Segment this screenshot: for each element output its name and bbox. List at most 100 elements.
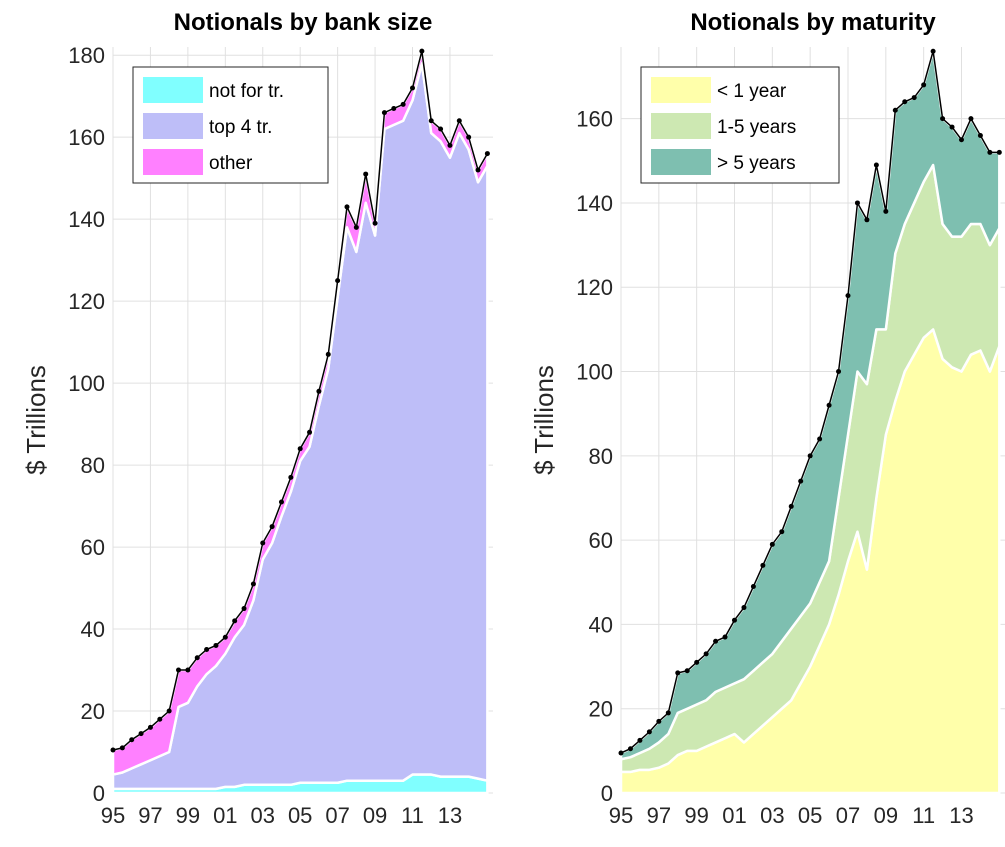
legend-label: other [209,153,253,174]
total-marker [921,82,927,88]
total-marker [260,540,266,546]
total-marker [110,747,116,753]
total-marker [344,204,350,210]
y-tick-label: 20 [81,699,105,724]
total-marker [157,716,163,722]
total-marker [646,729,652,735]
total-marker [316,388,322,394]
total-marker [864,217,870,223]
total-marker [129,737,135,743]
total-marker [269,524,275,530]
total-marker [836,369,842,375]
x-tick-label: 07 [836,803,860,828]
total-marker [968,116,974,122]
legend: < 1 year 1-5 years > 5 years [640,66,840,184]
total-marker [213,642,219,648]
legend-label: < 1 year [717,81,787,102]
x-tick-label: 11 [401,803,424,828]
legend-label: not for tr. [209,81,284,102]
total-marker [419,48,425,54]
y-tick-label: 80 [81,453,105,478]
total-marker [288,474,294,480]
legend-swatch [143,149,203,175]
x-tick-label: 95 [609,803,633,828]
total-marker [185,667,191,673]
total-marker [307,429,313,435]
y-tick-label: 120 [68,289,105,314]
x-tick-label: 09 [874,803,898,828]
y-tick-label: 160 [576,107,613,132]
total-marker [278,499,284,505]
total-marker [873,162,879,168]
x-tick-label: 07 [325,803,349,828]
total-marker [741,605,747,611]
total-marker [400,101,406,107]
x-tick-label: 01 [213,803,237,828]
total-marker [958,137,964,143]
total-marker [854,200,860,206]
total-marker [656,718,662,724]
total-marker [627,746,633,752]
y-tick-label: 40 [589,612,613,637]
total-marker [176,667,182,673]
y-tick-label: 100 [576,360,613,385]
legend-swatch [651,149,711,175]
total-marker [996,149,1002,155]
x-tick-label: 05 [798,803,822,828]
total-marker [949,124,955,130]
total-marker [147,724,153,730]
total-marker [447,142,453,148]
total-marker [194,655,200,661]
total-marker [911,95,917,101]
y-axis-label: $ Trillions [529,365,559,475]
y-tick-label: 160 [68,125,105,150]
y-tick-label: 80 [589,444,613,469]
total-marker [807,453,813,459]
total-marker [618,750,624,756]
total-marker [241,606,247,612]
x-tick-label: 95 [101,803,125,828]
x-tick-label: 03 [251,803,275,828]
total-marker [381,110,387,116]
x-tick-label: 11 [912,803,935,828]
total-marker [713,638,719,644]
x-tick-label: 13 [949,803,973,828]
total-marker [232,618,238,624]
chart-title: Notionals by bank size [174,9,433,36]
legend-label: 1-5 years [717,117,796,138]
legend-swatch [651,77,711,103]
y-axis-label: $ Trillions [21,365,51,475]
chart-title: Notionals by maturity [690,9,936,36]
y-tick-label: 140 [68,207,105,232]
total-marker [798,478,804,484]
x-tick-label: 99 [176,803,200,828]
total-marker [779,529,785,535]
y-tick-label: 60 [589,528,613,553]
total-marker [438,126,444,132]
y-tick-label: 40 [81,617,105,642]
legend-swatch [651,113,711,139]
y-tick-label: 60 [81,535,105,560]
y-tick-label: 100 [68,371,105,396]
legend-swatch [143,113,203,139]
x-tick-label: 01 [722,803,746,828]
x-tick-label: 97 [138,803,162,828]
legend-swatch [143,77,203,103]
total-marker [297,446,303,452]
total-marker [987,149,993,155]
total-marker [902,99,908,105]
y-tick-label: 20 [589,697,613,722]
total-marker [892,107,898,113]
total-marker [428,118,434,124]
total-marker [637,737,643,743]
total-marker [391,105,397,111]
total-marker [138,731,144,737]
chart-panel: Notionals by bank size $ Trillions 95 97 99 0… [21,9,493,828]
total-marker [703,651,709,657]
total-marker [694,659,700,665]
total-marker [826,402,832,408]
total-marker [484,151,490,157]
total-marker [817,436,823,442]
total-marker [845,293,851,299]
